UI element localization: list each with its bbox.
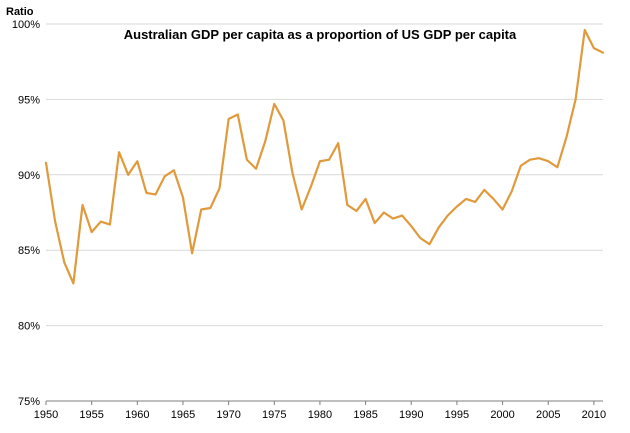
x-tick-label: 1985 xyxy=(353,409,377,421)
y-tick-label: 75% xyxy=(18,396,40,408)
data-points xyxy=(45,29,604,285)
series-line xyxy=(44,28,605,285)
y-tick-label: 80% xyxy=(18,321,40,333)
x-axis-labels: 1950 1955 1960 1965 1970 1975 1980 1985 1990 1995… xyxy=(34,409,606,421)
x-tick-label: 2000 xyxy=(490,409,514,421)
y-tick-label: 95% xyxy=(18,94,40,106)
x-tick-label: 1960 xyxy=(125,409,149,421)
x-tick-label: 1955 xyxy=(79,409,103,421)
x-axis-ticks xyxy=(45,401,595,405)
y-tick-label: 85% xyxy=(18,245,40,257)
x-tick-label: 2005 xyxy=(536,409,560,421)
y-axis-title: Ratio xyxy=(6,6,34,18)
x-tick-label: 2010 xyxy=(582,409,606,421)
x-tick-label: 1995 xyxy=(445,409,469,421)
x-tick-label: 1980 xyxy=(308,409,332,421)
y-tick-label: 90% xyxy=(18,170,40,182)
x-tick-label: 1990 xyxy=(399,409,423,421)
x-tick-label: 1965 xyxy=(171,409,195,421)
chart-title: Australian GDP per capita as a proportio… xyxy=(124,27,517,42)
x-tick-label: 1970 xyxy=(216,409,240,421)
gridlines xyxy=(46,23,603,327)
y-tick-label: 100% xyxy=(12,19,40,31)
x-tick-label: 1950 xyxy=(34,409,58,421)
x-tick-label: 1975 xyxy=(262,409,286,421)
y-axis-labels: 75% 80% 85% 90% 95% 100% xyxy=(12,19,40,408)
